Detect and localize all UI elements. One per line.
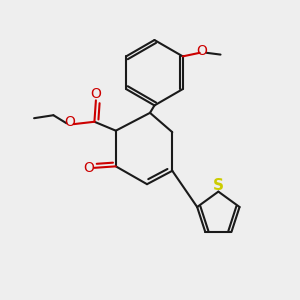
Text: O: O — [91, 87, 101, 101]
Text: O: O — [64, 116, 75, 129]
Text: O: O — [84, 161, 94, 175]
Text: O: O — [196, 44, 207, 58]
Text: S: S — [213, 178, 224, 193]
